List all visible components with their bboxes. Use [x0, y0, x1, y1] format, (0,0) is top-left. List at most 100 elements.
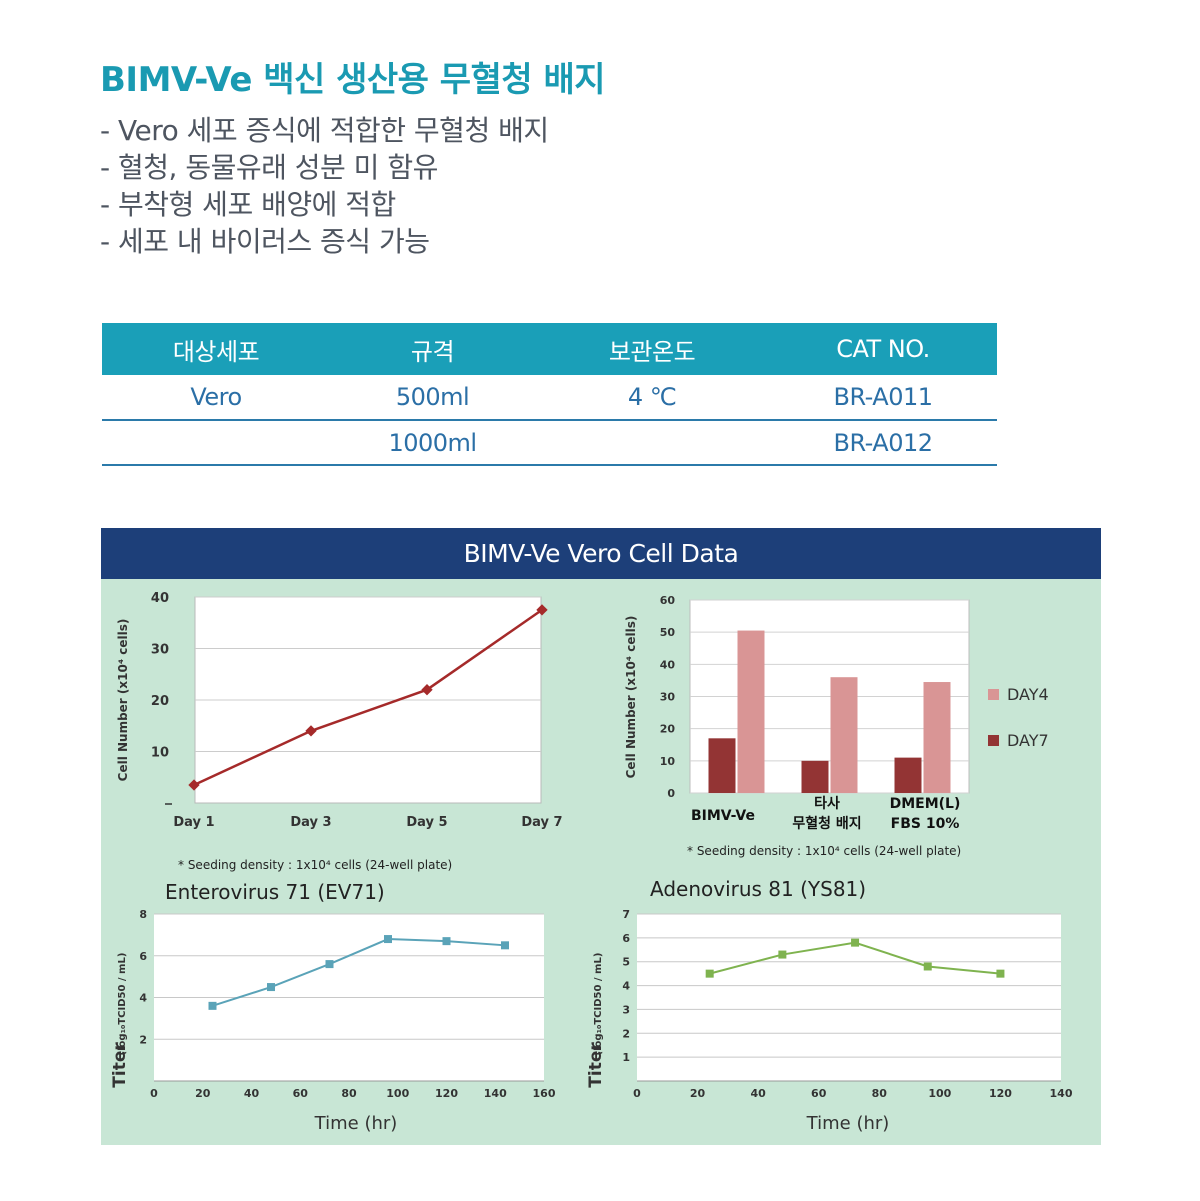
table-cell: BR-A012: [769, 420, 997, 466]
column-header: CAT NO.: [769, 323, 997, 375]
bar-day4: [830, 677, 858, 793]
y-tick-label: 20: [660, 723, 676, 736]
bar-day4: [923, 682, 951, 793]
x-tick-label: 80: [341, 1087, 357, 1100]
x-category-label: 무혈청 배지: [792, 815, 861, 832]
feature-item: - Vero 세포 증식에 적합한 무혈청 배지: [100, 114, 549, 147]
plot-area: [637, 914, 1061, 1081]
x-tick-label: 120: [989, 1087, 1012, 1100]
bar-day7: [801, 760, 829, 793]
column-header: 규격: [330, 323, 535, 375]
legend-label: DAY7: [1007, 731, 1049, 750]
bar-day7: [894, 757, 922, 793]
x-axis-label: Time (hr): [806, 1113, 890, 1134]
y-tick-label: 4: [139, 992, 147, 1005]
x-tick-label: 120: [435, 1087, 458, 1100]
y-tick-label: 2: [139, 1033, 147, 1046]
data-point: [384, 935, 392, 944]
x-tick-label: 160: [533, 1087, 556, 1100]
table-row: Vero 500ml 4 ℃ BR-A011: [102, 375, 997, 421]
x-tick-label: 60: [811, 1087, 827, 1100]
data-point: [305, 725, 317, 737]
table-cell: Vero: [102, 375, 330, 421]
panel-title: BIMV-Ve Vero Cell Data: [101, 528, 1101, 579]
y-axis-sublabel: (log₁₀TCID50 / mL): [593, 953, 604, 1056]
y-tick-label: 7: [622, 908, 630, 921]
series-line: [212, 938, 506, 1007]
y-tick-label: 10: [151, 746, 169, 761]
chart-title: Enterovirus 71 (EV71): [165, 880, 385, 904]
data-point: [442, 937, 451, 946]
seeding-note: * Seeding density : 1x10⁴ cells (24-well…: [687, 844, 961, 858]
y-tick-label: 60: [660, 594, 676, 607]
page-title: BIMV-Ve 백신 생산용 무혈청 배지: [100, 60, 606, 100]
y-tick-label: 30: [660, 691, 676, 704]
feature-list: - Vero 세포 증식에 적합한 무혈청 배지 - 혈청, 동물유래 성분 미…: [100, 112, 549, 260]
y-tick-label: 20: [151, 694, 169, 709]
x-tick-label: 20: [690, 1087, 706, 1100]
x-tick-label: 20: [195, 1087, 211, 1100]
data-point: [705, 969, 714, 978]
table-cell: 500ml: [330, 375, 535, 421]
y-tick-label: 8: [139, 908, 147, 921]
x-category-label: BIMV-Ve: [691, 808, 755, 824]
cell-data-panel: 10 20 30 40 Day 1 Day 3 Day 5 Day 7 Cell Number …: [101, 528, 1101, 1145]
y-tick-label: 2: [622, 1027, 630, 1040]
x-axis-label: Time (hr): [314, 1113, 398, 1134]
feature-item: - 부착형 세포 배양에 적합: [100, 188, 396, 221]
y-tick-label: 30: [151, 643, 169, 658]
data-point: [501, 941, 509, 950]
data-point: [188, 779, 200, 791]
y-tick-label: 1: [622, 1051, 630, 1064]
seeding-note: * Seeding density : 1x10⁴ cells (24-well…: [178, 858, 452, 872]
y-tick-label: 6: [622, 932, 630, 945]
x-tick-label: 60: [293, 1087, 309, 1100]
x-tick-label: 140: [1050, 1087, 1073, 1100]
y-tick-label: 40: [660, 658, 676, 671]
legend-swatch: [988, 689, 999, 700]
x-category-label: FBS 10%: [891, 816, 960, 832]
data-point: [923, 962, 932, 971]
y-tick-label: 40: [151, 591, 169, 606]
table-cell: 4 ℃: [535, 375, 769, 421]
table-cell: BR-A011: [769, 375, 997, 421]
feature-item: - 세포 내 바이러스 증식 가능: [100, 225, 430, 258]
legend-swatch: [988, 735, 999, 746]
y-tick-label: 0: [667, 787, 675, 800]
x-tick-label: 40: [244, 1087, 260, 1100]
spec-table: 대상세포 규격 보관온도 CAT NO. Vero 500ml 4 ℃ BR-A…: [102, 323, 997, 466]
x-tick-label: Day 5: [406, 815, 447, 830]
table-cell: [535, 420, 769, 466]
y-axis-label: Titer: [586, 1042, 606, 1088]
chart-title: Adenovirus 81 (YS81): [650, 877, 866, 901]
x-tick-label: 0: [633, 1087, 641, 1100]
data-point: [996, 969, 1005, 978]
x-tick-label: 40: [750, 1087, 766, 1100]
bar-day4: [737, 630, 765, 793]
table-header-row: 대상세포 규격 보관온도 CAT NO.: [102, 323, 997, 375]
x-tick-label: 100: [928, 1087, 951, 1100]
x-tick-label: Day 1: [173, 815, 214, 830]
series-line: [193, 608, 543, 787]
x-category-label: 타사: [814, 796, 840, 812]
x-tick-label: Day 7: [521, 815, 562, 830]
x-tick-label: Day 3: [290, 815, 331, 830]
x-tick-label: 80: [872, 1087, 888, 1100]
table-cell: 1000ml: [330, 420, 535, 466]
table-cell: [102, 420, 330, 466]
bar-day7: [708, 738, 736, 793]
data-point: [325, 960, 334, 969]
x-tick-label: 0: [150, 1087, 158, 1100]
y-tick-label: 5: [622, 956, 630, 969]
data-point: [851, 938, 860, 947]
data-point: [778, 950, 787, 959]
y-axis-label: Cell Number (x10⁴ cells): [116, 619, 130, 782]
x-category-label: DMEM(L): [890, 796, 961, 812]
y-tick-label: 4: [622, 980, 630, 993]
y-tick-label: 10: [660, 755, 676, 768]
y-tick-label: 50: [660, 626, 676, 639]
feature-item: - 혈청, 동물유래 성분 미 함유: [100, 151, 438, 184]
table-row: 1000ml BR-A012: [102, 420, 997, 466]
data-point: [267, 983, 275, 992]
